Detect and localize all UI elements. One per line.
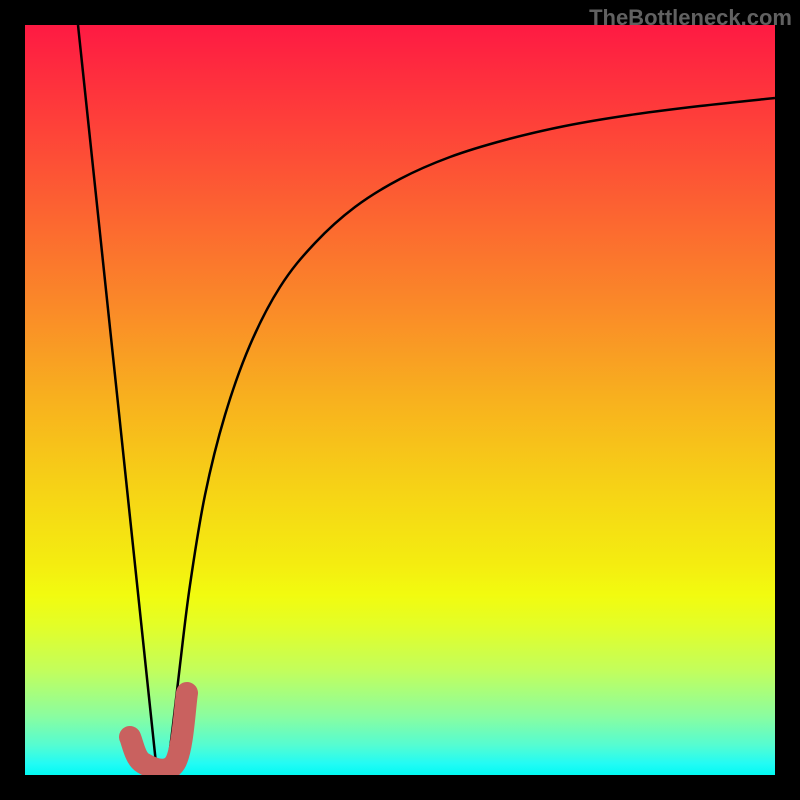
gradient-backdrop (25, 25, 775, 775)
plot-area (25, 25, 775, 775)
chart-container: TheBottleneck.com (0, 0, 800, 800)
watermark-text: TheBottleneck.com (589, 5, 792, 31)
